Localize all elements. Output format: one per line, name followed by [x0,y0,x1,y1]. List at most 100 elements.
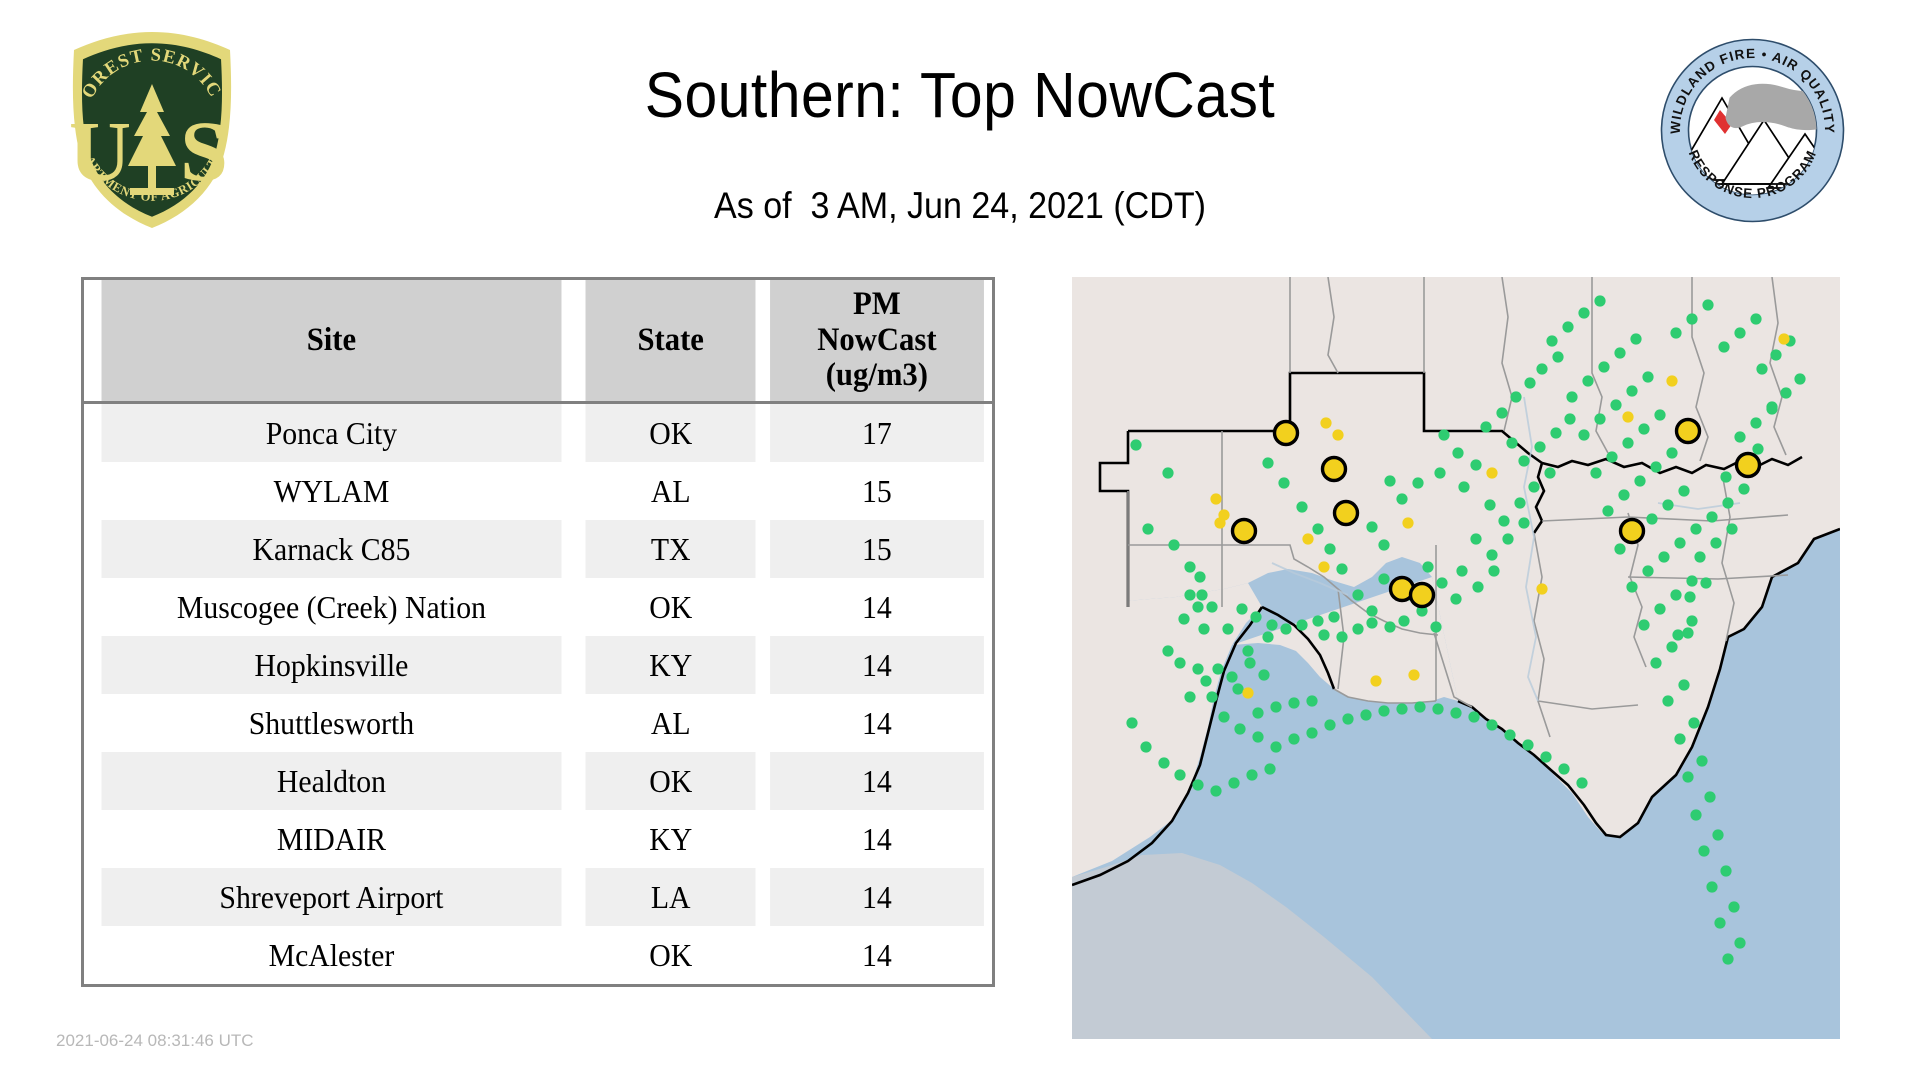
monitor-dot-good [1378,573,1390,585]
monitor-dot-good [1734,937,1746,949]
monitor-dot-good [1192,601,1204,613]
monitor-dot-good [1384,621,1396,633]
monitor-dot-good [1756,363,1768,375]
page-title: Southern: Top NowCast [644,59,1276,131]
monitor-dot-good [1222,623,1234,635]
state-cell: KY [585,636,756,694]
site-cell: McAlester [101,926,562,984]
pm-nowcast-cell: 14 [770,636,984,694]
monitor-dot-good [1678,485,1690,497]
top-site-marker[interactable] [1734,451,1762,479]
monitor-dot-good [1622,437,1634,449]
monitor-dot-good [1722,953,1734,965]
monitor-dot-good [1642,371,1654,383]
monitor-dot-good [1720,865,1732,877]
monitor-dot-good [1126,717,1138,729]
monitor-dot-good [1630,333,1642,345]
monitor-dot-good [1422,561,1434,573]
monitor-dot-good [1552,351,1564,363]
monitor-dot-good [1430,621,1442,633]
monitor-dot-good [1198,623,1210,635]
monitor-dot-good [1528,481,1540,493]
monitor-dot-moderate [1536,583,1548,595]
monitor-dot-good [1384,475,1396,487]
table-row: McAlester OK 14 [84,926,992,984]
monitor-dot-good [1738,483,1750,495]
monitor-dot-good [1266,619,1278,631]
map-moderate-monitor-dots [1210,333,1790,699]
monitor-dot-good [1178,613,1190,625]
monitor-dot-good [1184,691,1196,703]
air-quality-monitor-map[interactable]: Air Quality Index HazardousVery Unhealth… [1072,277,1840,1039]
monitor-dot-good [1702,299,1714,311]
monitor-dot-good [1594,413,1606,425]
monitor-dot-good [1130,439,1142,451]
top-site-marker[interactable] [1230,517,1258,545]
monitor-dot-good [1602,505,1614,517]
table-row: Muscogee (Creek) Nation OK 14 [84,578,992,636]
top-site-marker[interactable] [1272,419,1300,447]
monitor-dot-good [1706,881,1718,893]
monitor-dot-good [1598,361,1610,373]
monitor-dot-good [1564,413,1576,425]
monitor-dot-good [1192,663,1204,675]
monitor-dot-good [1504,729,1516,741]
monitor-dot-good [1626,581,1638,593]
monitor-dot-good [1262,631,1274,643]
state-cell: OK [585,402,756,462]
table-row: Healdton OK 14 [84,752,992,810]
monitor-dot-good [1278,477,1290,489]
state-cell: KY [585,810,756,868]
map-canvas [1072,277,1840,1039]
monitor-dot-good [1606,451,1618,463]
monitor-dot-good [1618,489,1630,501]
site-cell: Healdton [101,752,562,810]
monitor-dot-good [1312,523,1324,535]
monitor-dot-good [1324,719,1336,731]
monitor-dot-good [1242,645,1254,657]
monitor-dot-good [1544,467,1556,479]
monitor-dot-good [1534,441,1546,453]
monitor-dot-good [1710,537,1722,549]
monitor-dot-good [1686,313,1698,325]
monitor-dot-good [1246,769,1258,781]
site-cell: Shreveport Airport [101,868,562,926]
monitor-dot-moderate [1210,493,1222,505]
monitor-dot-good [1184,561,1196,573]
top-site-marker[interactable] [1674,417,1702,445]
top-site-marker[interactable] [1618,517,1646,545]
monitor-dot-good [1666,447,1678,459]
state-cell: LA [585,868,756,926]
site-cell: Karnack C85 [101,520,562,578]
monitor-dot-good [1510,391,1522,403]
monitor-dot-good [1638,423,1650,435]
monitor-dot-moderate [1242,687,1254,699]
monitor-dot-good [1450,707,1462,719]
top-site-marker[interactable] [1320,455,1348,483]
top-site-marker[interactable] [1332,499,1360,527]
top-site-marker[interactable] [1408,581,1436,609]
monitor-dot-good [1578,307,1590,319]
monitor-dot-good [1666,641,1678,653]
usda-forest-service-shield-logo: FOREST SERVICE DEPARTMENT OF AGRICULTURE… [52,28,232,228]
monitor-dot-moderate [1402,517,1414,529]
map-state-borders [1127,277,1789,738]
site-cell: Shuttlesworth [101,694,562,752]
monitor-dot-good [1488,565,1500,577]
table-row: Karnack C85 TX 15 [84,520,992,578]
monitor-dot-moderate [1486,467,1498,479]
monitor-dot-good [1436,577,1448,589]
map-top-site-markers[interactable] [1230,417,1762,609]
table-row: Hopkinsville KY 14 [84,636,992,694]
monitor-dot-good [1352,589,1364,601]
monitor-dot-good [1662,499,1674,511]
monitor-dot-good [1728,901,1740,913]
monitor-dot-good [1192,779,1204,791]
monitor-dot-good [1470,533,1482,545]
state-cell: OK [585,926,756,984]
pm-nowcast-cell: 14 [770,868,984,926]
monitor-dot-good [1562,321,1574,333]
monitor-dot-moderate [1778,333,1790,345]
state-cell: AL [585,462,756,520]
monitor-dot-good [1614,543,1626,555]
